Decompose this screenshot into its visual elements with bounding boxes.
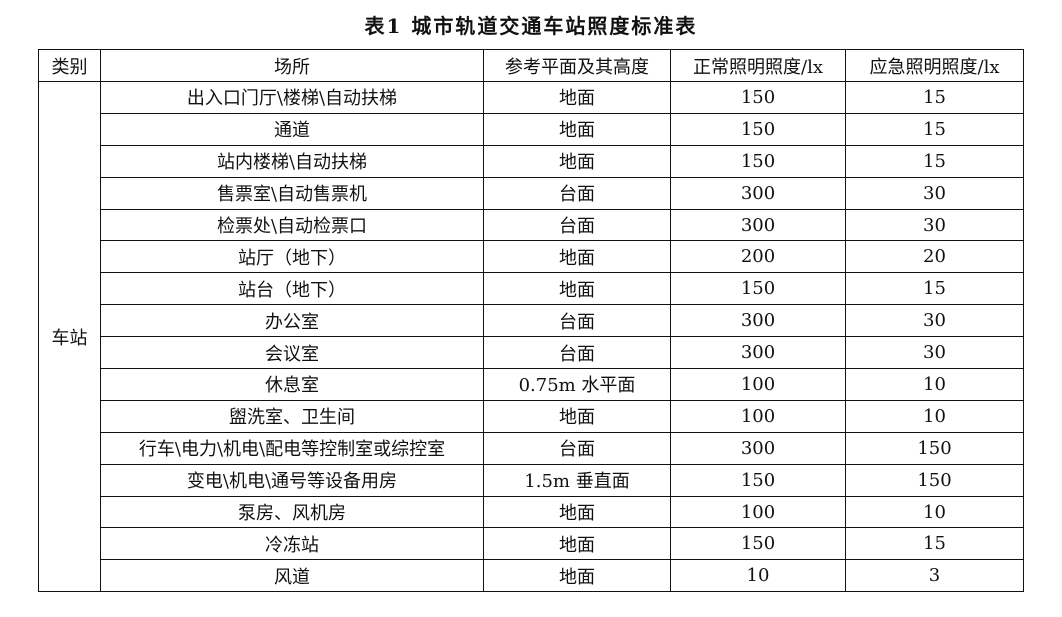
illuminance-table: 类别 场所 参考平面及其高度 正常照明照度/lx 应急照明照度/lx 车站 出入口… (38, 49, 1024, 593)
place-cell: 冷冻站 (100, 527, 484, 561)
normal-illuminance-cell: 100 (670, 495, 846, 529)
emergency-illuminance-cell: 20 (845, 240, 1024, 274)
normal-illuminance-cell: 100 (670, 368, 846, 401)
place-cell: 盥洗室、卫生间 (100, 399, 484, 433)
emergency-illuminance-cell: 15 (845, 112, 1024, 146)
header-place: 场所 (100, 49, 484, 82)
table-row: 车站 出入口门厅\楼梯\自动扶梯 地面 150 15 (38, 80, 1024, 593)
plane-cell: 台面 (483, 208, 671, 242)
normal-illuminance-cell: 150 (670, 112, 846, 146)
normal-illuminance-cell: 150 (670, 527, 846, 561)
table-row: 会议室 台面 300 30 (39, 336, 1024, 370)
emergency-illuminance-cell: 15 (845, 272, 1024, 306)
plane-cell: 1.5m 垂直面 (483, 463, 671, 497)
normal-illuminance-cell: 200 (670, 240, 846, 274)
plane-cell: 地面 (483, 112, 671, 146)
plane-cell: 地面 (483, 399, 671, 433)
plane-cell: 地面 (483, 527, 671, 561)
table-title: 表1 城市轨道交通车站照度标准表 (364, 14, 698, 38)
plane-cell: 台面 (483, 336, 671, 370)
place-cell: 站厅（地下） (100, 240, 484, 274)
place-cell: 泵房、风机房 (100, 495, 484, 529)
emergency-illuminance-cell: 150 (845, 431, 1024, 465)
header-plane: 参考平面及其高度 (483, 49, 671, 82)
emergency-illuminance-cell: 150 (845, 463, 1024, 497)
emergency-illuminance-cell: 10 (845, 495, 1024, 529)
table-row: 检票处\自动检票口 台面 300 30 (39, 208, 1024, 242)
table-row: 行车\电力\机电\配电等控制室或综控室 台面 300 150 (39, 431, 1024, 465)
header-normal: 正常照明照度/lx (670, 49, 846, 82)
plane-cell: 0.75m 水平面 (483, 368, 671, 401)
normal-illuminance-cell: 300 (670, 304, 846, 338)
table-row: 泵房、风机房 地面 100 10 (39, 495, 1024, 529)
place-cell: 风道 (100, 559, 484, 593)
normal-illuminance-cell: 300 (670, 176, 846, 210)
plane-cell: 台面 (483, 431, 671, 465)
plane-cell: 地面 (483, 144, 671, 178)
table-row: 售票室\自动售票机 台面 300 30 (39, 176, 1024, 210)
emergency-illuminance-cell: 15 (845, 144, 1024, 178)
place-cell: 售票室\自动售票机 (100, 176, 484, 210)
place-cell: 行车\电力\机电\配电等控制室或综控室 (100, 431, 484, 465)
normal-illuminance-cell: 300 (670, 336, 846, 370)
table-row: 办公室 台面 300 30 (39, 304, 1024, 338)
place-cell: 站内楼梯\自动扶梯 (100, 144, 484, 178)
emergency-illuminance-cell: 30 (845, 176, 1024, 210)
plane-cell: 地面 (483, 81, 671, 114)
normal-illuminance-cell: 300 (670, 431, 846, 465)
emergency-illuminance-cell: 15 (845, 81, 1024, 114)
place-cell: 站台（地下） (100, 272, 484, 306)
plane-cell: 地面 (483, 559, 671, 593)
normal-illuminance-cell: 300 (670, 208, 846, 242)
emergency-illuminance-cell: 30 (845, 208, 1024, 242)
table-row: 冷冻站 地面 150 15 (39, 527, 1024, 561)
table-row: 站台（地下） 地面 150 15 (39, 272, 1024, 306)
header-category: 类别 (38, 49, 101, 82)
table-row: 站厅（地下） 地面 200 20 (39, 240, 1024, 274)
place-cell: 检票处\自动检票口 (100, 208, 484, 242)
plane-cell: 台面 (483, 176, 671, 210)
table-row: 盥洗室、卫生间 地面 100 10 (39, 399, 1024, 433)
normal-illuminance-cell: 150 (670, 463, 846, 497)
header-emergency: 应急照明照度/lx (845, 49, 1024, 82)
table-row: 风道 地面 10 3 (39, 559, 1024, 593)
plane-cell: 地面 (483, 240, 671, 274)
place-cell: 变电\机电\通号等设备用房 (100, 463, 484, 497)
table-row: 休息室 0.75m 水平面 100 10 (39, 368, 1024, 401)
category-cell: 车站 (38, 80, 101, 593)
normal-illuminance-cell: 150 (670, 81, 846, 114)
table-row: 通道 地面 150 15 (39, 112, 1024, 146)
plane-cell: 地面 (483, 495, 671, 529)
place-cell: 出入口门厅\楼梯\自动扶梯 (100, 81, 484, 114)
normal-illuminance-cell: 150 (670, 144, 846, 178)
emergency-illuminance-cell: 10 (845, 368, 1024, 401)
emergency-illuminance-cell: 3 (845, 559, 1024, 593)
emergency-illuminance-cell: 10 (845, 399, 1024, 433)
normal-illuminance-cell: 150 (670, 272, 846, 306)
place-cell: 会议室 (100, 336, 484, 370)
plane-cell: 地面 (483, 272, 671, 306)
plane-cell: 台面 (483, 304, 671, 338)
header-row: 类别 场所 参考平面及其高度 正常照明照度/lx 应急照明照度/lx (38, 49, 1024, 82)
table-row: 变电\机电\通号等设备用房 1.5m 垂直面 150 150 (39, 463, 1024, 497)
normal-illuminance-cell: 10 (670, 559, 846, 593)
place-cell: 休息室 (100, 368, 484, 401)
table-row: 站内楼梯\自动扶梯 地面 150 15 (39, 144, 1024, 178)
place-cell: 办公室 (100, 304, 484, 338)
normal-illuminance-cell: 100 (670, 399, 846, 433)
emergency-illuminance-cell: 30 (845, 336, 1024, 370)
place-cell: 通道 (100, 112, 484, 146)
emergency-illuminance-cell: 30 (845, 304, 1024, 338)
emergency-illuminance-cell: 15 (845, 527, 1024, 561)
